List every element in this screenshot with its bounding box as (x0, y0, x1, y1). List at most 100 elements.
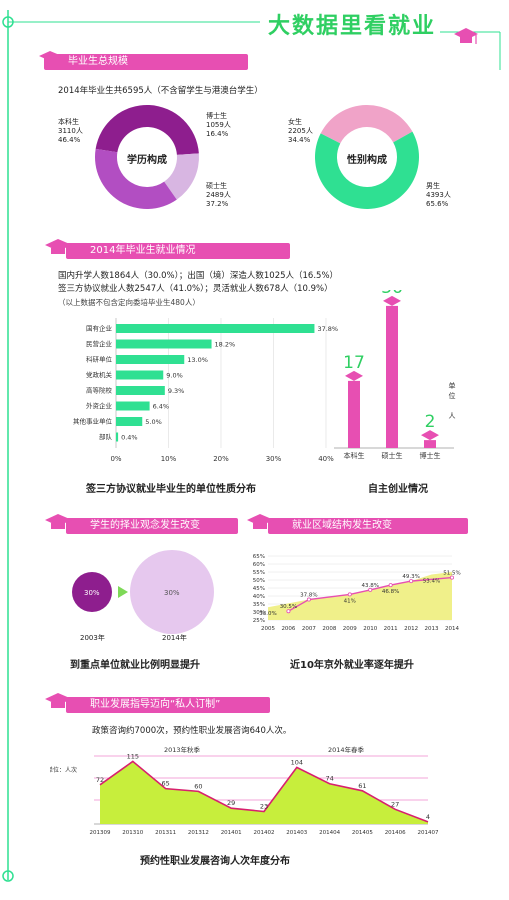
donut-slice-1 (315, 131, 419, 209)
edu-count-master: 2489人 (206, 191, 231, 199)
donut-slice-1 (164, 153, 199, 200)
section-banner-guidance: 职业发展指导迈向“私人订制” (66, 697, 270, 713)
bar-value-label: 13.0% (187, 356, 208, 364)
donut-slice-0 (320, 105, 413, 144)
x-tick-label: 30% (266, 455, 282, 463)
startup-value-label: 17 (343, 353, 365, 373)
section-banner-label: 2014年毕业生就业情况 (90, 245, 196, 256)
y-tick-label: 35% (253, 602, 265, 608)
employment-line-3: （以上数据不包含定向委培毕业生480人） (58, 298, 200, 307)
gender-legend-male: 男生 4393人 65.6% (426, 182, 451, 209)
startup-bar-chart: 17 本科生 36 硕士生 2 博士生 单位人 (334, 290, 456, 460)
startup-unit-label: 单 (449, 381, 456, 390)
point-label: 33.0% (259, 611, 276, 617)
edu-pct-phd: 16.4% (206, 130, 229, 138)
unit-type-caption: 签三方协议就业毕业生的单位性质分布 (86, 484, 256, 495)
point-label: 65 (161, 780, 169, 788)
gender-donut-center: 性别构成 (347, 155, 387, 166)
data-point (388, 583, 393, 588)
gender-pct-male: 65.6% (426, 200, 449, 208)
y-tick-label: 30% (253, 610, 265, 616)
bar-value-label: 5.0% (145, 418, 162, 426)
bar-value-label: 9.0% (166, 372, 183, 380)
employment-line-2: 签三方协议就业人数2547人（41.0%）；灵活就业人数678人（10.9%） (58, 284, 333, 294)
x-tick-label: 201312 (188, 830, 209, 836)
bar-value-label: 6.4% (153, 403, 170, 411)
y-tick-label: 65% (253, 554, 265, 560)
point-label: 51.5% (443, 571, 460, 577)
data-point (449, 575, 454, 580)
x-tick-label: 2014 (445, 626, 459, 632)
edu-pct-master: 37.2% (206, 200, 229, 208)
bar-category-label: 高等院校 (86, 386, 113, 395)
data-point (306, 597, 311, 602)
section-banner-employment: 2014年毕业生就业情况 (66, 243, 290, 259)
gender-label-female: 女生 (288, 118, 302, 126)
startup-category-label: 本科生 (344, 451, 365, 460)
graduation-cap-icon (345, 370, 363, 381)
attitude-caption: 到重点单位就业比例明显提升 (70, 660, 200, 671)
y-tick-label: 55% (253, 570, 265, 576)
consulting-area-chart: 72 201309 115 201310 65 201311 60 201312 29 20140… (50, 745, 439, 836)
gender-pct-female: 34.4% (288, 136, 311, 144)
x-tick-label: 0% (110, 455, 121, 463)
bar (116, 401, 150, 411)
gender-count-male: 4393人 (426, 191, 451, 199)
gender-legend-female: 女生 2205人 34.4% (288, 118, 313, 145)
bar-value-label: 37.8% (317, 325, 338, 333)
section-banner-attitude: 学生的择业观念发生改变 (66, 518, 238, 534)
graduation-cap-icon (45, 514, 72, 529)
edu-donut-center: 学历构成 (127, 155, 167, 166)
circle-2003-label: 30% (84, 589, 100, 597)
graduation-cap-icon (45, 239, 72, 254)
y-tick-label: 60% (253, 562, 265, 568)
startup-value-label: 36 (381, 290, 403, 298)
gender-donut-chart (315, 105, 419, 209)
year-2014: 2014年 (162, 634, 187, 642)
bar-category-label: 其他事业单位 (73, 417, 113, 426)
graduation-cap-icon (247, 514, 274, 529)
y-tick-label: 25% (253, 618, 265, 624)
data-point (409, 579, 414, 584)
x-tick-label: 40% (318, 455, 334, 463)
startup-unit-label: 位 (449, 391, 456, 400)
bar-category-label: 党政机关 (86, 370, 113, 379)
education-donut-chart (95, 105, 199, 210)
graduation-cap-icon (383, 295, 401, 306)
consulting-caption: 预约性职业发展咨询人次年度分布 (140, 856, 290, 867)
section-banner-label: 学生的择业观念发生改变 (90, 520, 200, 531)
graduation-cap-icon (454, 28, 478, 44)
section-banner-region: 就业区域结构发生改变 (268, 518, 468, 534)
bar-category-label: 部队 (99, 432, 113, 441)
x-tick-label: 201401 (221, 830, 242, 836)
startup-category-label: 硕士生 (382, 451, 403, 460)
bar (116, 370, 164, 380)
startup-unit-label: 人 (449, 412, 456, 420)
startup-bar (386, 305, 398, 448)
x-tick-label: 2011 (384, 626, 398, 632)
data-point (368, 587, 373, 592)
donut-slice-2 (95, 148, 177, 210)
bar (116, 432, 119, 442)
x-tick-label: 201402 (254, 830, 275, 836)
donut-slice-0 (95, 105, 199, 155)
point-label: 41% (344, 598, 356, 604)
bar (116, 355, 185, 364)
point-label: 72 (96, 776, 104, 784)
x-tick-label: 201311 (155, 830, 176, 836)
x-tick-label: 2010 (363, 626, 377, 632)
region-caption: 近10年京外就业率逐年提升 (290, 660, 414, 671)
point-label: 46.8% (382, 589, 399, 595)
point-label: 60 (194, 782, 202, 790)
y-tick-label: 40% (253, 594, 265, 600)
area-fill (100, 761, 428, 824)
y-unit-label: 单位：人次 (50, 766, 77, 774)
point-label: 74 (325, 775, 333, 783)
y-tick-label: 50% (253, 578, 265, 584)
point-label: 37.8% (300, 593, 317, 599)
point-label: 30.5% (280, 604, 297, 610)
unit-type-bar-chart: 0% 10% 20% 30% 40% 国有企业 37.8% 民营企业 18.2% 科研单位 13.0… (73, 318, 338, 463)
x-tick-label: 2013 (425, 626, 439, 632)
y-tick-label: 45% (253, 586, 265, 592)
x-tick-label: 201405 (352, 830, 373, 836)
